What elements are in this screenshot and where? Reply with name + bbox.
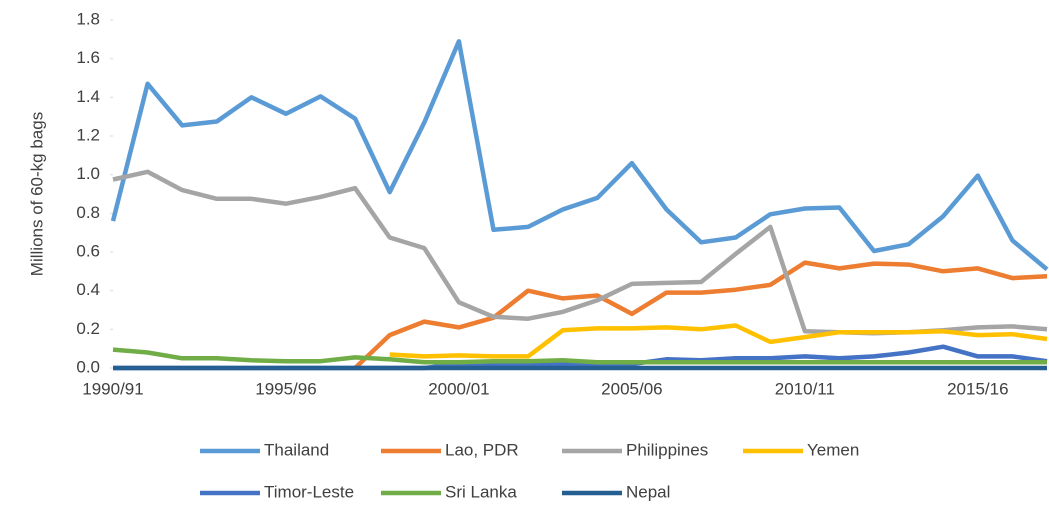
- series-line: [112, 347, 1047, 365]
- x-tick-label: 1990/91: [82, 379, 143, 398]
- x-tick-label: 2005/06: [601, 379, 662, 398]
- series-line: [112, 169, 1048, 336]
- y-tick-label: 0.8: [76, 203, 100, 222]
- y-tick-label: 1.6: [76, 48, 100, 67]
- series-line: [389, 323, 1048, 359]
- legend-label: Sri Lanka: [445, 482, 517, 501]
- y-tick-label: 1.2: [76, 125, 100, 144]
- legend-label: Thailand: [264, 440, 329, 459]
- x-tick-label: 2015/16: [947, 379, 1008, 398]
- y-tick-label: 1.8: [76, 9, 100, 28]
- y-tick-label: 1.0: [76, 164, 100, 183]
- y-tick-label: 0.2: [76, 319, 100, 338]
- legend-label: Lao, PDR: [445, 440, 519, 459]
- x-tick-label: 2000/01: [428, 379, 489, 398]
- legend-label: Nepal: [626, 482, 670, 501]
- series-line: [353, 260, 1048, 370]
- legend-label: Yemen: [807, 440, 859, 459]
- legend-label: Philippines: [626, 440, 708, 459]
- y-tick-label: 1.4: [76, 87, 100, 106]
- y-tick-label: 0.4: [76, 280, 100, 299]
- series-line: [113, 344, 1048, 371]
- legend-label: Timor-Leste: [264, 482, 354, 501]
- x-tick-label: 2010/11: [775, 379, 835, 398]
- y-axis-label: Millions of 60-kg bags: [27, 112, 46, 276]
- y-tick-label: 0.0: [76, 357, 100, 376]
- y-tick-label: 0.6: [76, 241, 100, 260]
- series-line: [110, 39, 1049, 272]
- x-tick-label: 1995/96: [255, 379, 316, 398]
